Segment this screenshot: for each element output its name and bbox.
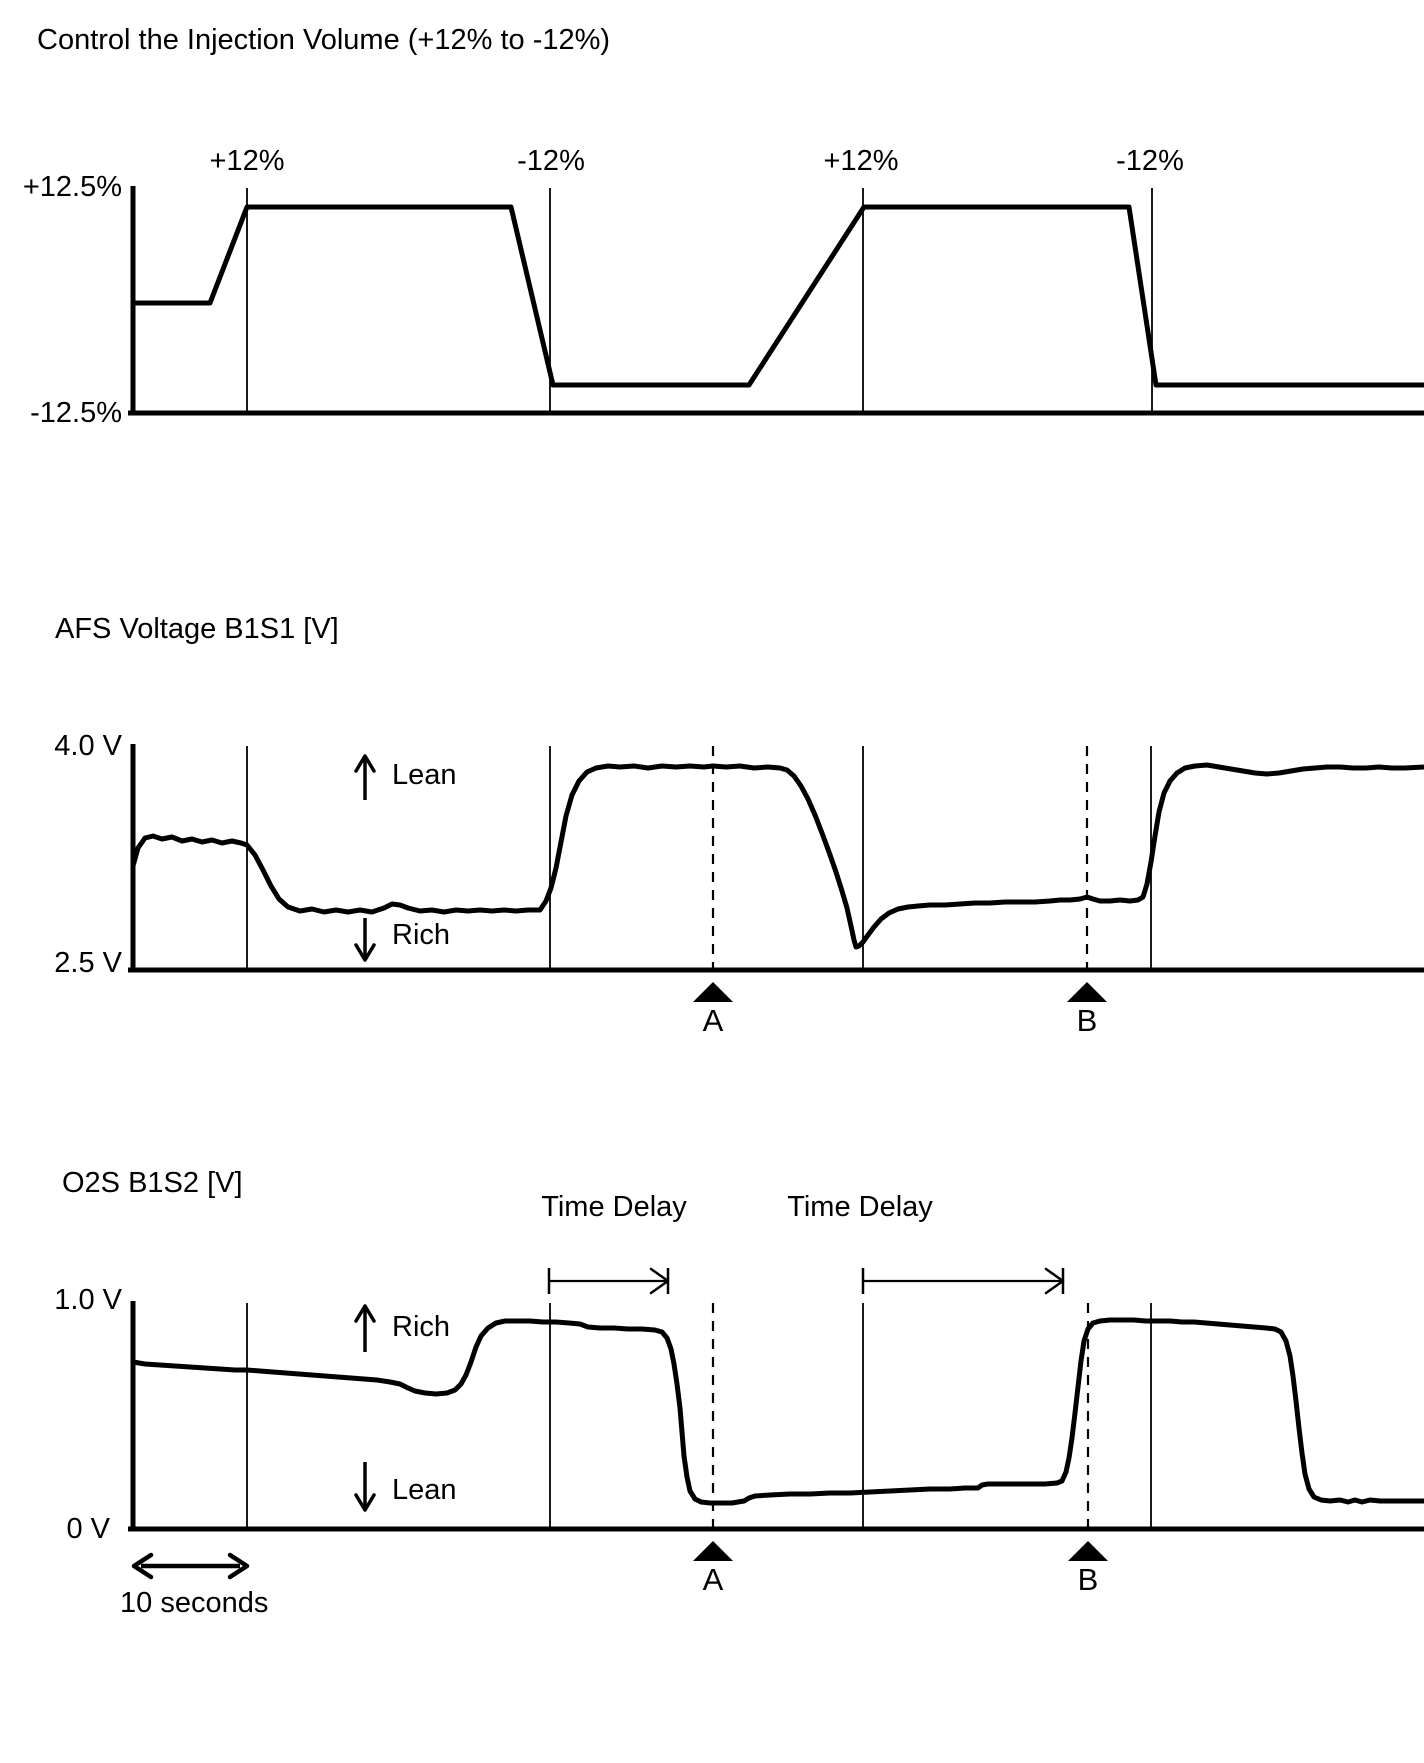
o2s-time-delay-arrow-1-head [1044, 1267, 1065, 1295]
afs-marker-triangle-B [1067, 982, 1107, 1002]
afs-signal-trace [130, 762, 1424, 950]
o2s-marker-b-label: B [1077, 1562, 1099, 1597]
afs-rich-label: Rich [392, 919, 451, 951]
ten-seconds-label: 10 seconds [120, 1587, 269, 1619]
event-label-minus12-2: -12% [1116, 145, 1184, 177]
event-label-plus12-1: +12% [209, 145, 285, 177]
injection-ymin-label: -12.5% [30, 397, 122, 429]
o2s-ten-seconds-arrow-righthead [227, 1552, 250, 1580]
o2s-down-arrow-icon-head [354, 1493, 376, 1512]
afs-ymax-label: 4.0 V [54, 730, 122, 762]
injection-chart-title: Control the Injection Volume (+12% to -1… [37, 24, 611, 56]
injection-ymax-label: +12.5% [22, 171, 122, 203]
injection-signal-trace [133, 204, 1424, 388]
afs-lean-label: Lean [392, 759, 457, 791]
afs-ymin-label: 2.5 V [54, 947, 122, 979]
o2s-chart-title: O2S B1S2 [V] [62, 1167, 243, 1199]
afs-chart-title: AFS Voltage B1S1 [V] [55, 613, 339, 645]
o2s-ymin-label: 0 V [66, 1513, 110, 1545]
time-delay-label-2: Time Delay [787, 1191, 933, 1223]
o2s-time-delay-arrow-0-head [649, 1267, 670, 1295]
o2s-marker-a-label: A [702, 1562, 724, 1597]
afs-marker-b-label: B [1076, 1003, 1098, 1038]
o2s-ymax-label: 1.0 V [54, 1284, 122, 1316]
afs-marker-triangle-A [693, 982, 733, 1002]
event-label-minus12-1: -12% [517, 145, 585, 177]
o2s-lean-label: Lean [392, 1474, 457, 1506]
afs-marker-a-label: A [702, 1003, 724, 1038]
o2s-up-arrow-icon-head [354, 1304, 376, 1323]
o2s-marker-triangle-A [693, 1541, 733, 1561]
o2s-signal-trace [132, 1317, 1424, 1506]
afs-up-arrow-icon-head [354, 754, 376, 773]
o2s-marker-triangle-B [1068, 1541, 1108, 1561]
o2s-ten-seconds-arrow-lefthead [131, 1552, 154, 1580]
afs-down-arrow-icon-head [354, 943, 376, 962]
event-label-plus12-2: +12% [823, 145, 899, 177]
time-delay-label-1: Time Delay [541, 1191, 687, 1223]
o2s-rich-label: Rich [392, 1311, 451, 1343]
